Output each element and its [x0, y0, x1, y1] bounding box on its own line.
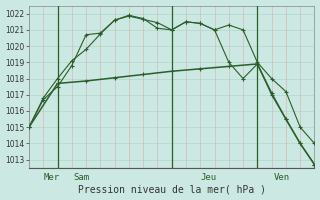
- X-axis label: Pression niveau de la mer( hPa ): Pression niveau de la mer( hPa ): [78, 184, 266, 194]
- Text: Ven: Ven: [274, 173, 290, 182]
- Text: Mer: Mer: [43, 173, 60, 182]
- Text: Jeu: Jeu: [200, 173, 216, 182]
- Text: Sam: Sam: [74, 173, 90, 182]
